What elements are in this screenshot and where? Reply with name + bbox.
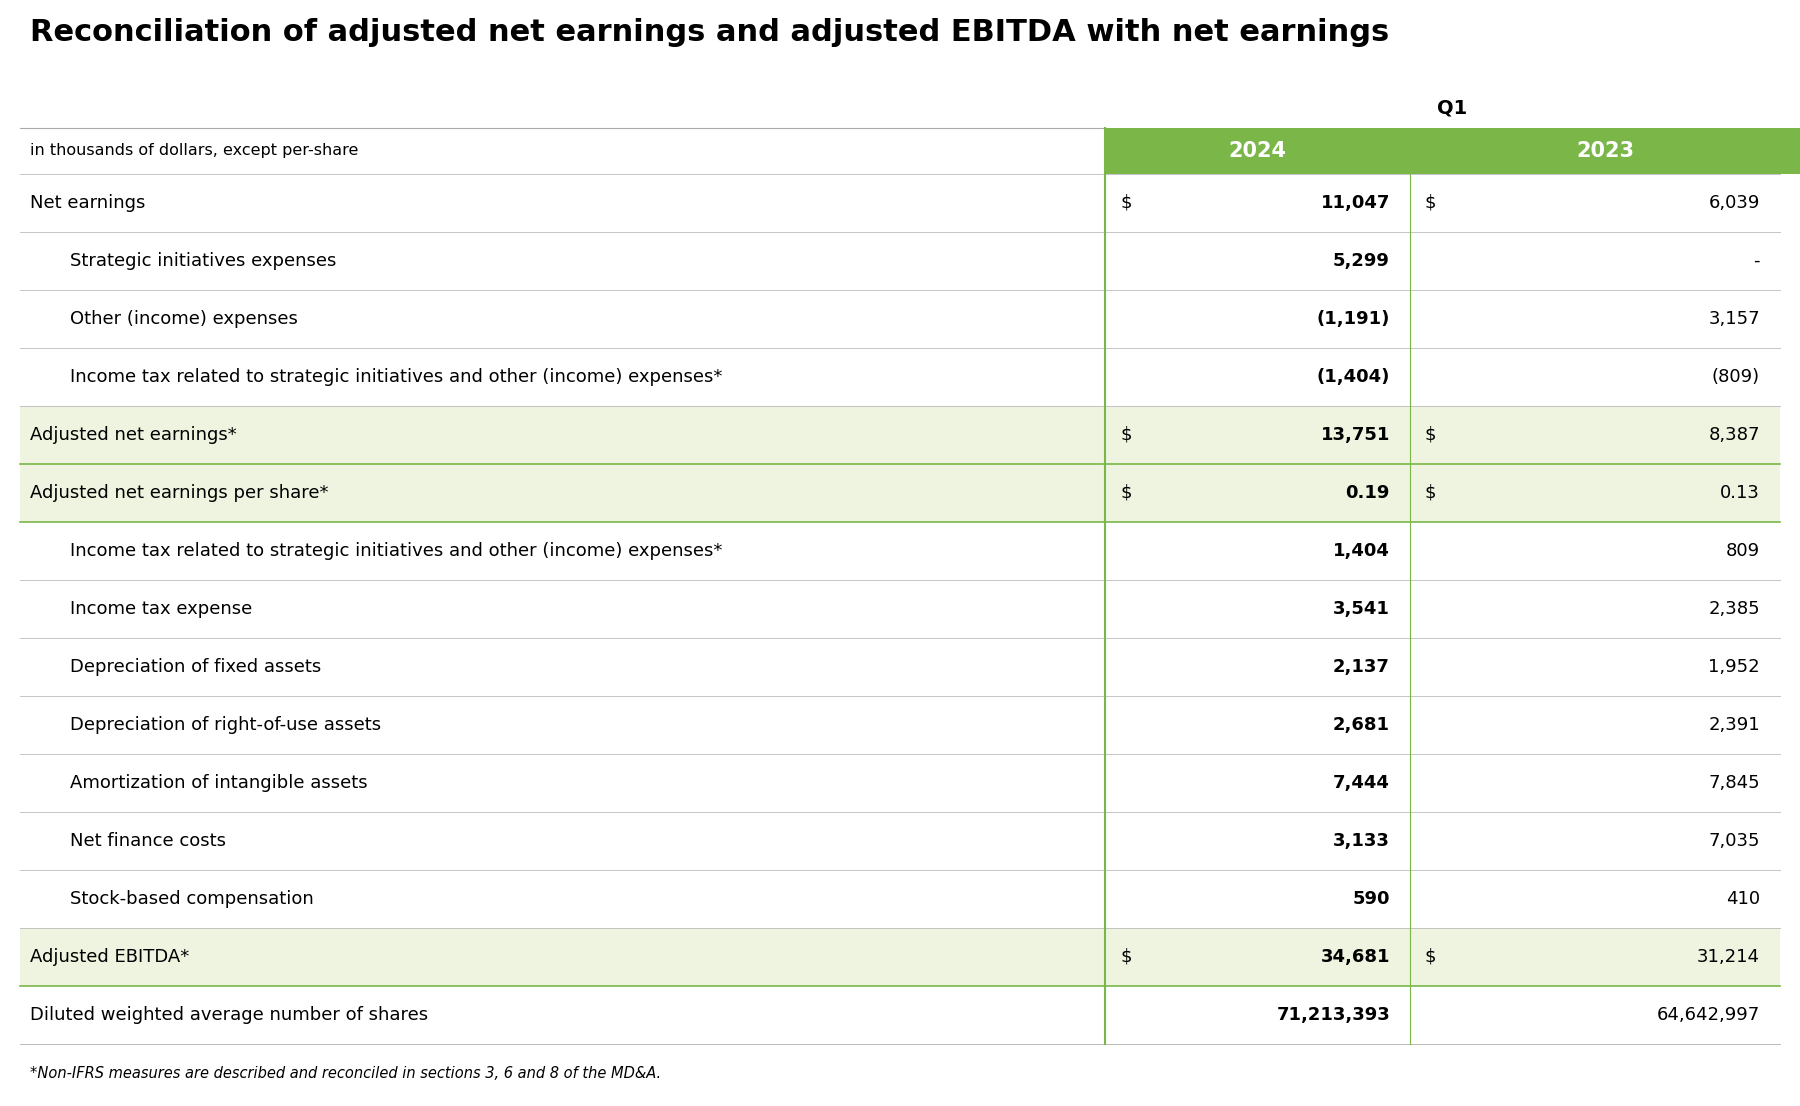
- Text: 7,444: 7,444: [1334, 774, 1390, 792]
- Text: Other (income) expenses: Other (income) expenses: [70, 310, 297, 328]
- Text: 2,391: 2,391: [1708, 716, 1760, 734]
- Text: Amortization of intangible assets: Amortization of intangible assets: [70, 774, 367, 792]
- Text: 7,845: 7,845: [1708, 774, 1760, 792]
- Text: Adjusted net earnings*: Adjusted net earnings*: [31, 426, 238, 444]
- Text: Adjusted EBITDA*: Adjusted EBITDA*: [31, 948, 189, 966]
- Text: (1,404): (1,404): [1316, 368, 1390, 386]
- Text: *Non-IFRS measures are described and reconciled in sections 3, 6 and 8 of the MD: *Non-IFRS measures are described and rec…: [31, 1066, 661, 1081]
- Text: 34,681: 34,681: [1321, 948, 1390, 966]
- Text: 11,047: 11,047: [1321, 194, 1390, 212]
- Text: Reconciliation of adjusted net earnings and adjusted EBITDA with net earnings: Reconciliation of adjusted net earnings …: [31, 18, 1390, 46]
- Text: Income tax related to strategic initiatives and other (income) expenses*: Income tax related to strategic initiati…: [70, 542, 722, 560]
- Text: Diluted weighted average number of shares: Diluted weighted average number of share…: [31, 1006, 428, 1024]
- Text: 2,681: 2,681: [1334, 716, 1390, 734]
- Text: 8,387: 8,387: [1708, 426, 1760, 444]
- Bar: [20, 928, 1780, 987]
- Text: 2023: 2023: [1577, 140, 1634, 161]
- Text: in thousands of dollars, except per-share: in thousands of dollars, except per-shar…: [31, 144, 358, 158]
- Text: Depreciation of right-of-use assets: Depreciation of right-of-use assets: [70, 716, 382, 734]
- Text: 71,213,393: 71,213,393: [1276, 1006, 1390, 1024]
- Text: 3,157: 3,157: [1708, 310, 1760, 328]
- Text: 0.13: 0.13: [1721, 484, 1760, 502]
- Text: $: $: [1120, 484, 1132, 502]
- Text: Income tax expense: Income tax expense: [70, 599, 252, 618]
- Text: $: $: [1426, 484, 1436, 502]
- Bar: [20, 406, 1780, 465]
- Text: 5,299: 5,299: [1334, 252, 1390, 270]
- Text: (1,191): (1,191): [1316, 310, 1390, 328]
- Text: 2,385: 2,385: [1708, 599, 1760, 618]
- Text: Net finance costs: Net finance costs: [70, 832, 227, 851]
- Text: Net earnings: Net earnings: [31, 194, 146, 212]
- Text: 1,952: 1,952: [1708, 658, 1760, 676]
- Text: 3,541: 3,541: [1334, 599, 1390, 618]
- Bar: [20, 465, 1780, 522]
- Text: $: $: [1426, 426, 1436, 444]
- Text: 1,404: 1,404: [1334, 542, 1390, 560]
- Text: 64,642,997: 64,642,997: [1656, 1006, 1760, 1024]
- Text: $: $: [1120, 426, 1132, 444]
- Text: 590: 590: [1352, 890, 1390, 908]
- Text: 410: 410: [1726, 890, 1760, 908]
- Text: Income tax related to strategic initiatives and other (income) expenses*: Income tax related to strategic initiati…: [70, 368, 722, 386]
- Text: Strategic initiatives expenses: Strategic initiatives expenses: [70, 252, 337, 270]
- Text: Adjusted net earnings per share*: Adjusted net earnings per share*: [31, 484, 328, 502]
- Text: 31,214: 31,214: [1697, 948, 1760, 966]
- Text: Q1: Q1: [1438, 98, 1467, 117]
- Text: $: $: [1426, 948, 1436, 966]
- Text: 2,137: 2,137: [1334, 658, 1390, 676]
- Text: 3,133: 3,133: [1334, 832, 1390, 851]
- Text: 13,751: 13,751: [1321, 426, 1390, 444]
- Text: 809: 809: [1726, 542, 1760, 560]
- Text: $: $: [1120, 194, 1132, 212]
- Text: 0.19: 0.19: [1346, 484, 1390, 502]
- Text: (809): (809): [1712, 368, 1760, 386]
- Text: 2024: 2024: [1228, 140, 1287, 161]
- Bar: [1105, 128, 1800, 174]
- Text: $: $: [1120, 948, 1132, 966]
- Text: Stock-based compensation: Stock-based compensation: [70, 890, 313, 908]
- Text: 7,035: 7,035: [1708, 832, 1760, 851]
- Text: Depreciation of fixed assets: Depreciation of fixed assets: [70, 658, 320, 676]
- Text: 6,039: 6,039: [1708, 194, 1760, 212]
- Text: -: -: [1753, 252, 1760, 270]
- Text: $: $: [1426, 194, 1436, 212]
